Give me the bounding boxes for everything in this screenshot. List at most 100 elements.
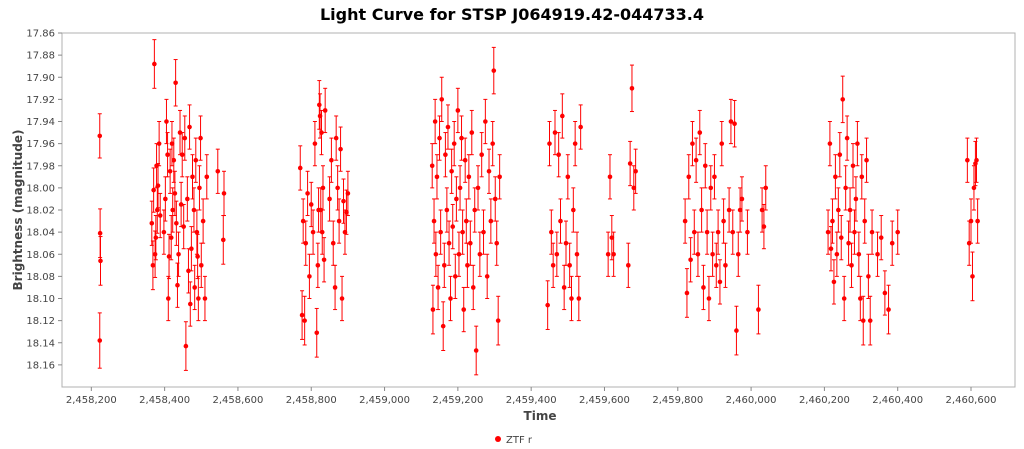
data-point bbox=[611, 231, 616, 277]
data-point bbox=[712, 154, 717, 200]
data-marker bbox=[195, 254, 200, 259]
data-marker bbox=[221, 191, 227, 196]
data-point bbox=[605, 231, 611, 277]
data-point bbox=[191, 187, 197, 233]
data-marker bbox=[483, 119, 488, 124]
data-point bbox=[156, 121, 162, 167]
data-marker bbox=[168, 235, 174, 240]
data-point bbox=[329, 137, 334, 183]
data-point bbox=[452, 253, 458, 299]
data-point bbox=[571, 187, 576, 233]
data-marker bbox=[735, 251, 741, 257]
data-point bbox=[828, 226, 834, 272]
x-tick-label: 2,460,600 bbox=[946, 395, 997, 406]
data-marker bbox=[455, 108, 461, 113]
data-point bbox=[338, 126, 343, 172]
data-point bbox=[193, 137, 199, 183]
data-marker bbox=[97, 230, 103, 236]
data-point bbox=[626, 242, 631, 288]
data-marker bbox=[633, 168, 638, 174]
x-tick-label: 2,459,800 bbox=[652, 395, 703, 406]
data-point bbox=[195, 233, 200, 280]
data-point bbox=[578, 104, 583, 150]
data-marker bbox=[182, 135, 188, 141]
data-marker bbox=[572, 141, 578, 146]
data-point bbox=[490, 121, 495, 167]
data-marker bbox=[682, 218, 688, 224]
data-point bbox=[339, 275, 345, 322]
data-marker bbox=[468, 240, 473, 246]
data-marker bbox=[715, 229, 721, 235]
data-point bbox=[333, 115, 339, 161]
data-marker bbox=[444, 207, 450, 213]
y-tick-label: 17.86 bbox=[26, 29, 55, 40]
data-marker bbox=[563, 240, 569, 246]
data-point bbox=[451, 121, 457, 167]
data-marker bbox=[704, 229, 710, 235]
data-point bbox=[197, 165, 202, 211]
data-marker bbox=[730, 229, 736, 235]
data-marker bbox=[429, 163, 435, 169]
data-marker bbox=[437, 135, 442, 141]
data-marker bbox=[153, 235, 159, 240]
data-marker bbox=[855, 141, 860, 146]
y-tick-label: 18.12 bbox=[26, 316, 55, 327]
x-axis-label: Time bbox=[524, 409, 557, 423]
data-point bbox=[155, 163, 161, 209]
data-marker bbox=[338, 146, 343, 152]
data-marker bbox=[844, 135, 850, 141]
data-point bbox=[833, 154, 838, 200]
data-point bbox=[460, 209, 465, 255]
data-marker bbox=[856, 251, 862, 257]
data-point bbox=[170, 187, 175, 233]
data-marker bbox=[172, 191, 178, 196]
data-marker bbox=[198, 263, 204, 268]
data-marker bbox=[706, 296, 712, 301]
data-point bbox=[682, 198, 688, 244]
data-marker bbox=[341, 198, 346, 204]
y-tick-label: 17.88 bbox=[26, 51, 55, 62]
data-point bbox=[494, 220, 500, 266]
data-marker bbox=[684, 290, 690, 296]
data-marker bbox=[191, 207, 197, 213]
data-marker bbox=[843, 185, 848, 191]
data-marker bbox=[178, 202, 184, 207]
data-marker bbox=[561, 285, 567, 290]
data-marker bbox=[708, 185, 714, 191]
data-marker bbox=[345, 191, 351, 196]
data-marker bbox=[305, 191, 310, 196]
data-point bbox=[163, 176, 168, 222]
x-tick-label: 2,458,200 bbox=[66, 395, 117, 406]
data-point bbox=[483, 98, 488, 145]
data-point bbox=[545, 280, 550, 330]
data-point bbox=[310, 209, 316, 255]
data-point bbox=[886, 284, 891, 335]
data-point bbox=[320, 165, 326, 211]
data-marker bbox=[490, 141, 495, 146]
data-point bbox=[732, 99, 737, 148]
y-tick-label: 18.00 bbox=[26, 183, 55, 194]
data-point bbox=[631, 165, 637, 211]
data-point bbox=[633, 148, 638, 194]
chart-title: Light Curve for STSP J064919.42-044733.4 bbox=[320, 5, 704, 24]
data-marker bbox=[702, 163, 708, 169]
data-point bbox=[701, 264, 706, 311]
y-tick-label: 17.94 bbox=[26, 117, 55, 128]
y-tick-label: 18.14 bbox=[26, 338, 55, 349]
data-point bbox=[302, 295, 307, 346]
data-marker bbox=[759, 207, 765, 213]
data-point bbox=[444, 187, 450, 233]
x-tick-label: 2,460,200 bbox=[799, 395, 850, 406]
data-point bbox=[196, 275, 201, 322]
data-point bbox=[198, 115, 203, 161]
data-point bbox=[763, 165, 769, 211]
x-tick-label: 2,460,000 bbox=[726, 395, 777, 406]
data-point bbox=[827, 121, 833, 167]
data-marker bbox=[695, 251, 701, 257]
data-marker bbox=[558, 218, 563, 224]
data-point bbox=[481, 209, 486, 255]
data-marker bbox=[699, 207, 704, 213]
data-marker bbox=[849, 263, 854, 268]
data-marker bbox=[488, 218, 494, 224]
data-marker bbox=[152, 251, 158, 257]
